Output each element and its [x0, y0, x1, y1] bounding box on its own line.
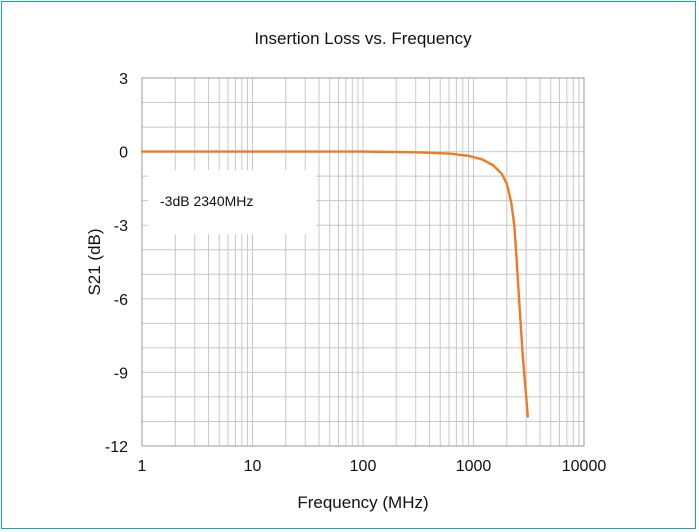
- y-tick-label: -3: [114, 218, 128, 235]
- y-axis-label: S21 (dB): [85, 228, 104, 295]
- y-tick-label: -6: [114, 292, 128, 309]
- annotation-box: [148, 170, 316, 234]
- y-tick-label: 0: [119, 145, 128, 162]
- tick-labels: 1 10 100 1000 10000 3 0 -3 -6 -9 -12: [105, 71, 606, 475]
- x-tick-label: 10000: [562, 458, 607, 475]
- x-tick-label: 100: [350, 458, 377, 475]
- x-tick-label: 1000: [456, 458, 492, 475]
- annotation-label: -3dB 2340MHz: [160, 193, 253, 209]
- y-tick-label: -12: [105, 439, 128, 456]
- series-line: [140, 150, 529, 418]
- y-tick-label: -9: [114, 365, 128, 382]
- x-tick-label: 1: [138, 458, 147, 475]
- x-axis-label: Frequency (MHz): [297, 493, 428, 512]
- x-tick-label: 10: [244, 458, 262, 475]
- chart-title: Insertion Loss vs. Frequency: [254, 29, 472, 48]
- plot-area-border: [141, 77, 585, 447]
- y-tick-label: 3: [119, 71, 128, 88]
